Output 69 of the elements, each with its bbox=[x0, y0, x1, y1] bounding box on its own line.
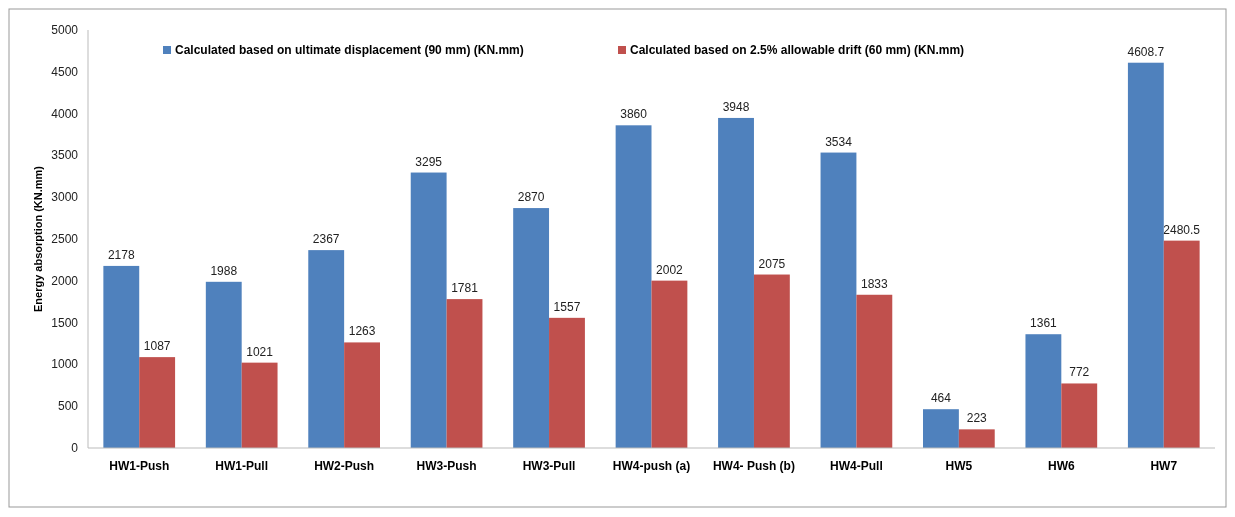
data-label: 3860 bbox=[620, 107, 648, 122]
data-label: 464 bbox=[930, 391, 952, 406]
y-tick-label: 0 bbox=[71, 441, 79, 455]
bar bbox=[1061, 383, 1098, 448]
data-label: 2075 bbox=[758, 256, 786, 271]
x-tick-label: HW1-Push bbox=[109, 459, 170, 473]
x-tick-label: HW7 bbox=[1150, 459, 1178, 473]
bar bbox=[241, 362, 278, 448]
data-label: 3534 bbox=[825, 134, 853, 149]
bar bbox=[308, 250, 345, 448]
bar bbox=[103, 265, 140, 448]
bar bbox=[549, 317, 585, 448]
y-tick-label: 4500 bbox=[51, 64, 79, 79]
x-tick-label: HW3-Pull bbox=[522, 459, 576, 473]
y-tick-label: 5000 bbox=[51, 23, 79, 37]
data-label: 1833 bbox=[860, 276, 889, 291]
x-tick-label: HW3-Push bbox=[416, 459, 477, 473]
data-label: 1988 bbox=[210, 263, 238, 278]
data-label: 3948 bbox=[722, 99, 750, 114]
data-label: 4608.7 bbox=[1127, 44, 1165, 59]
data-label: 772 bbox=[1069, 365, 1090, 380]
data-label: 2367 bbox=[312, 232, 340, 247]
data-label: 1361 bbox=[1030, 316, 1058, 331]
y-tick-label: 3000 bbox=[51, 190, 79, 205]
bar bbox=[410, 172, 447, 448]
bar bbox=[513, 208, 550, 448]
bar bbox=[139, 357, 176, 448]
bar bbox=[651, 280, 688, 448]
y-tick-label: 4000 bbox=[51, 106, 79, 121]
data-label: 1263 bbox=[348, 324, 376, 339]
y-axis-title: Energy absorption (KN.mm) bbox=[32, 165, 44, 313]
data-label: 1087 bbox=[143, 339, 171, 354]
bar bbox=[718, 117, 754, 448]
data-label: 1781 bbox=[451, 281, 479, 296]
data-label: 2870 bbox=[517, 190, 545, 205]
data-label: 2002 bbox=[656, 262, 684, 277]
bar bbox=[856, 294, 893, 448]
y-tick-label: 2000 bbox=[51, 273, 79, 288]
x-tick-label: HW5 bbox=[945, 459, 973, 473]
data-label: 2178 bbox=[107, 247, 135, 262]
bar bbox=[344, 342, 380, 448]
y-tick-label: 1500 bbox=[51, 315, 79, 330]
data-label: 223 bbox=[966, 411, 988, 426]
y-tick-label: 2500 bbox=[51, 232, 79, 246]
x-tick-label: HW2-Push bbox=[314, 459, 375, 473]
bar bbox=[958, 429, 995, 448]
bar bbox=[446, 299, 483, 448]
legend-label: Calculated based on 2.5% allowable drift (60 mm) (KN.mm) bbox=[630, 43, 965, 57]
bar bbox=[1163, 240, 1200, 448]
y-tick-label: 500 bbox=[57, 399, 79, 414]
data-label: 2480.5 bbox=[1163, 222, 1201, 237]
data-label: 1021 bbox=[246, 344, 274, 359]
data-label: 1557 bbox=[553, 299, 581, 314]
x-tick-label: HW6 bbox=[1047, 459, 1075, 473]
bar bbox=[1025, 334, 1062, 448]
bar bbox=[820, 152, 857, 448]
bar bbox=[923, 409, 959, 448]
x-tick-label: HW1-Pull bbox=[215, 459, 269, 473]
bar bbox=[1127, 62, 1164, 448]
bar bbox=[205, 281, 242, 448]
bar bbox=[615, 125, 652, 448]
data-label: 3295 bbox=[415, 154, 443, 169]
x-tick-label: HW4-push (a) bbox=[612, 459, 691, 473]
bar bbox=[753, 274, 790, 448]
x-tick-label: HW4- Push (b) bbox=[712, 459, 795, 473]
y-tick-label: 1000 bbox=[51, 357, 79, 372]
x-tick-label: HW4-Pull bbox=[830, 459, 883, 473]
legend-label: Calculated based on ultimate displacement (90 mm) (KN.mm) bbox=[175, 43, 524, 57]
y-tick-label: 3500 bbox=[51, 148, 79, 163]
